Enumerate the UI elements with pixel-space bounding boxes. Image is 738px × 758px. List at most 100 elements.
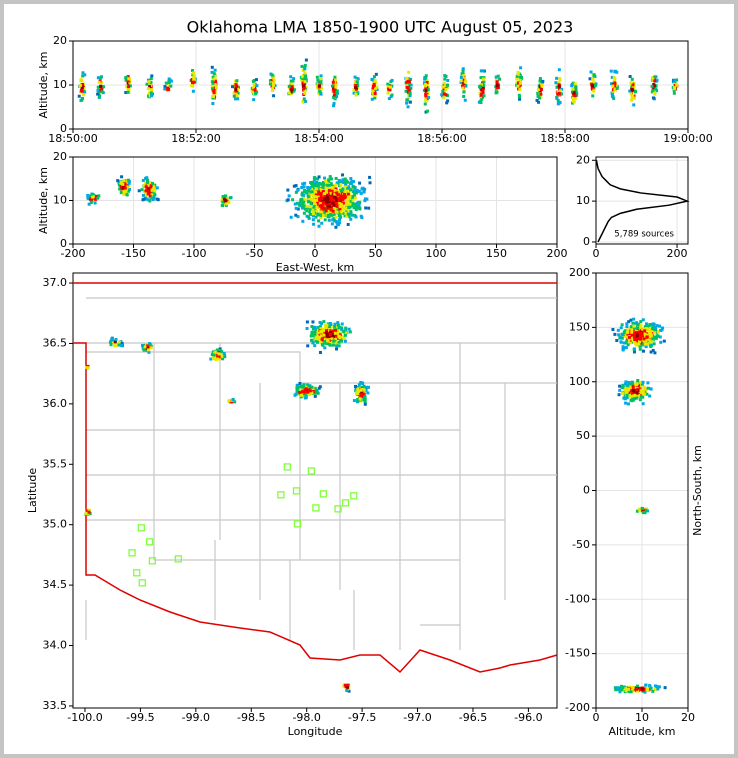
- source-pixel: [89, 200, 93, 204]
- source-pixel: [651, 322, 655, 326]
- source-pixel: [271, 84, 275, 88]
- source-pixel: [646, 339, 650, 343]
- source-pixel: [651, 348, 655, 352]
- source-pixel: [494, 75, 498, 79]
- source-pixel: [318, 89, 322, 93]
- source-pixel: [637, 332, 641, 336]
- source-pixel: [629, 341, 633, 345]
- source-pixel: [338, 336, 342, 340]
- source-pixel: [119, 185, 123, 189]
- source-cluster: [611, 317, 666, 355]
- source-pixel: [346, 180, 350, 184]
- source-pixel: [627, 335, 631, 339]
- source-pixel: [82, 88, 86, 92]
- source-pixel: [316, 184, 320, 188]
- source-pixel: [408, 82, 412, 86]
- source-pixel: [326, 183, 330, 187]
- source-pixel: [626, 338, 630, 342]
- source-pixel: [145, 188, 149, 192]
- source-pixel: [331, 209, 335, 213]
- source-pixel: [641, 511, 645, 515]
- source-pixel: [111, 339, 115, 343]
- source-pixel: [221, 354, 225, 358]
- source-pixel: [651, 689, 655, 693]
- source-pixel: [426, 90, 430, 94]
- source-pixel: [305, 209, 309, 213]
- source-pixel: [636, 340, 640, 344]
- source-streak: [77, 71, 87, 102]
- source-pixel: [446, 79, 450, 83]
- y-tick-label: 20: [576, 153, 590, 166]
- source-pixel: [150, 196, 154, 200]
- source-pixel: [337, 340, 341, 344]
- source-pixel: [305, 204, 309, 208]
- source-pixel: [125, 185, 129, 189]
- source-pixel: [124, 188, 128, 192]
- source-streak: [330, 75, 339, 108]
- source-pixel: [80, 96, 84, 100]
- altitude-profile: [595, 160, 690, 243]
- source-streak: [570, 81, 579, 105]
- source-streak: [494, 74, 502, 95]
- source-pixel: [313, 181, 317, 185]
- source-pixel: [637, 322, 641, 326]
- source-pixel: [343, 189, 347, 193]
- x-tick-label: 0: [312, 247, 319, 260]
- source-pixel: [517, 93, 521, 97]
- source-pixel: [301, 68, 305, 72]
- source-pixel: [302, 195, 306, 199]
- source-pixel: [636, 326, 640, 330]
- source-pixel: [328, 333, 332, 337]
- source-pixel: [648, 394, 652, 398]
- source-pixel: [213, 350, 217, 354]
- source-pixel: [346, 205, 350, 209]
- source-pixel: [342, 211, 346, 215]
- source-pixel: [631, 321, 635, 325]
- source-pixel: [144, 191, 148, 195]
- source-pixel: [346, 196, 350, 200]
- source-pixel: [440, 93, 444, 97]
- source-pixel: [122, 186, 126, 190]
- source-pixel: [96, 196, 100, 200]
- source-pixel: [620, 323, 624, 327]
- source-pixel: [352, 193, 356, 197]
- source-pixel: [555, 76, 559, 80]
- source-pixel: [142, 348, 146, 352]
- source-pixel: [120, 187, 124, 191]
- source-pixel: [308, 197, 312, 201]
- source-pixel: [406, 92, 410, 96]
- data-layer: [86, 173, 372, 229]
- source-pixel: [624, 341, 628, 345]
- source-pixel: [313, 331, 317, 335]
- source-pixel: [648, 322, 652, 326]
- y-tick-label: 36.5: [43, 336, 68, 349]
- source-pixel: [314, 327, 318, 331]
- source-pixel: [118, 340, 122, 344]
- source-pixel: [329, 208, 333, 212]
- source-pixel: [268, 82, 272, 86]
- source-pixel: [518, 81, 522, 85]
- source-pixel: [613, 686, 617, 690]
- x-tick-label: 18:58:00: [540, 132, 589, 145]
- source-pixel: [355, 188, 359, 192]
- source-cluster: [108, 336, 124, 348]
- source-pixel: [478, 84, 482, 88]
- source-pixel: [517, 95, 521, 99]
- source-pixel: [311, 210, 315, 214]
- source-pixel: [626, 387, 630, 391]
- source-pixel: [629, 690, 633, 694]
- source-pixel: [358, 206, 362, 210]
- source-pixel: [324, 209, 328, 213]
- source-pixel: [215, 348, 219, 352]
- source-pixel: [629, 325, 633, 329]
- source-pixel: [464, 84, 468, 88]
- source-pixel: [653, 328, 657, 332]
- source-pixel: [253, 88, 257, 92]
- source-streak: [231, 79, 241, 101]
- source-pixel: [659, 340, 663, 344]
- source-pixel: [443, 74, 447, 78]
- source-pixel: [82, 93, 86, 97]
- source-pixel: [234, 86, 238, 90]
- source-pixel: [97, 80, 101, 84]
- source-pixel: [635, 382, 639, 386]
